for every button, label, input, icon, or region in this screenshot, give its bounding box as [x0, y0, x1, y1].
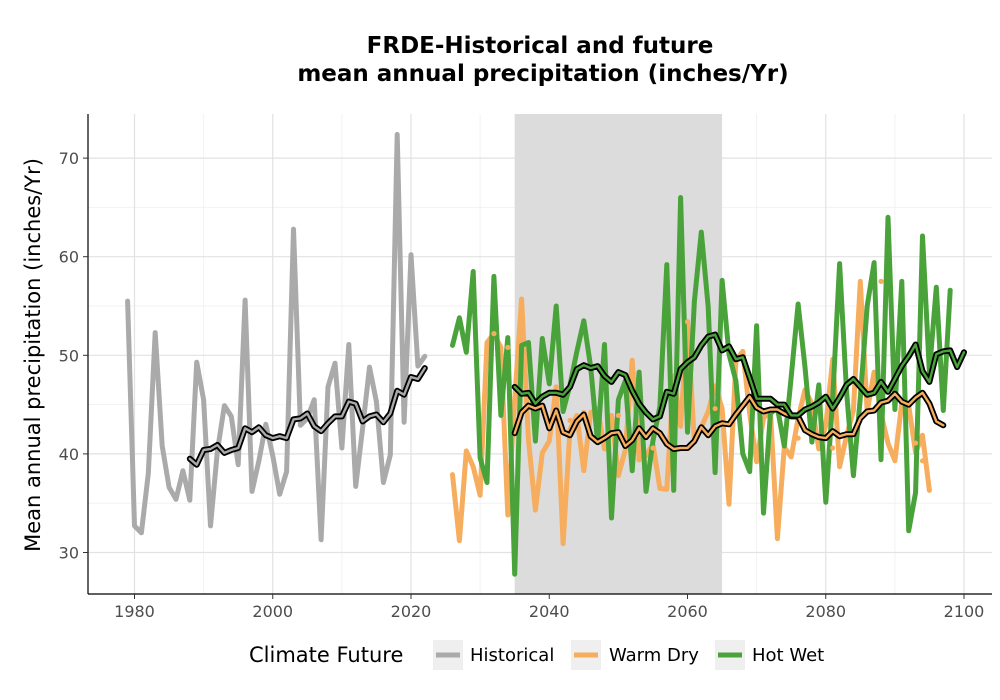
warm-dry-point [919, 458, 926, 464]
data-series [125, 131, 967, 577]
x-tick-label: 2040 [529, 602, 570, 621]
warm-dry-point [913, 440, 919, 446]
warm-dry-point [636, 457, 642, 463]
legend-item-historical: Historical [433, 640, 554, 670]
warm-dry-point [491, 331, 497, 337]
legend-title: Climate Future [249, 643, 403, 667]
y-tick-label: 30 [59, 544, 79, 563]
smooth-line-hist-smooth [188, 366, 426, 466]
x-tick-label: 2000 [252, 602, 293, 621]
legend-item-warm-dry: Warm Dry [571, 640, 699, 670]
series-line-hot-wet [450, 195, 953, 577]
warm-dry-point [712, 405, 718, 412]
x-tick-label: 2100 [944, 602, 985, 621]
smooth-line-hot-wet-smooth [513, 333, 966, 421]
legend: Climate Future Historical Warm Dry Hot W… [249, 640, 824, 670]
x-tick-label: 2020 [391, 602, 432, 621]
legend-label-warm-dry: Warm Dry [609, 645, 699, 666]
x-tick-label: 1980 [114, 602, 155, 621]
y-tick-label: 60 [59, 248, 79, 267]
warm-dry-point [684, 319, 691, 325]
legend-label-hot-wet: Hot Wet [752, 645, 824, 666]
warm-dry-point [615, 412, 621, 419]
series-line-historical [125, 131, 428, 543]
legend-label-historical: Historical [470, 645, 554, 666]
x-tick-label: 2080 [805, 602, 846, 621]
warm-dry-point [567, 417, 573, 423]
axes [87, 114, 992, 595]
warm-dry-point [795, 435, 801, 441]
y-tick-labels: 30 40 50 60 70 [59, 149, 88, 563]
legend-item-hot-wet: Hot Wet [715, 640, 824, 670]
warm-dry-point [878, 278, 884, 284]
warm-dry-point [830, 445, 836, 451]
smooth-line-warm-dry-smooth [513, 391, 945, 451]
x-tick-label: 2060 [667, 602, 708, 621]
warm-dry-point [650, 445, 656, 451]
y-axis-label: Mean annual precipitation (inches/Yr) [21, 158, 45, 552]
chart-title: FRDE-Historical and future [367, 33, 714, 59]
y-tick-label: 50 [59, 346, 79, 365]
warm-dry-point [505, 344, 511, 351]
y-tick-label: 70 [59, 149, 79, 168]
chart-subtitle: mean annual precipitation (inches/Yr) [297, 61, 788, 87]
y-tick-label: 40 [59, 445, 79, 464]
warm-dry-point [519, 296, 525, 302]
x-tick-labels: 1980 2000 2020 2040 2060 2080 2100 [114, 594, 984, 621]
